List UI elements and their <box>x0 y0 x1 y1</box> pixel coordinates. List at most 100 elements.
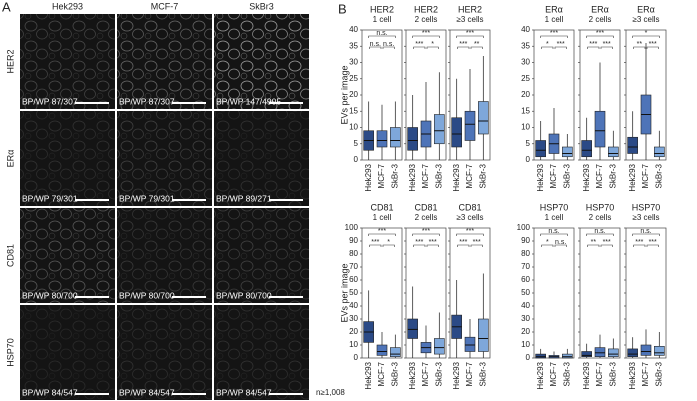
significance-bracket <box>554 244 567 247</box>
significance-label: *** <box>466 228 474 235</box>
x-tick-label: Hek293 <box>364 163 373 191</box>
y-tick-label: 0 <box>354 353 359 362</box>
box <box>390 127 401 148</box>
significance-bracket <box>540 233 568 236</box>
significance-bracket <box>646 46 659 49</box>
x-tick-label: MCF-7 <box>465 163 474 188</box>
significance-bracket <box>587 244 600 247</box>
x-tick-label: Hek293 <box>536 361 545 389</box>
significance-label: *** <box>473 239 481 246</box>
y-tick-label: 0 <box>526 155 531 164</box>
box <box>407 318 418 339</box>
y-tick-label: 35 <box>349 41 358 50</box>
significance-label: *** <box>596 30 604 37</box>
significance-bracket <box>369 46 382 49</box>
micrograph-texture <box>20 14 115 109</box>
x-tick-label: SkBr-3 <box>654 361 663 386</box>
y-tick-label: 50 <box>349 288 358 297</box>
significance-bracket <box>470 244 483 247</box>
chart-subtitle: 2 cells <box>589 15 612 24</box>
significance-bracket <box>426 46 439 49</box>
y-tick-label: 20 <box>349 327 358 336</box>
y-axis-label: EVs per image <box>339 263 349 322</box>
y-tick-label: 30 <box>349 58 358 67</box>
y-tick-label: 30 <box>349 314 358 323</box>
x-tick-label: SkBr-3 <box>478 163 487 188</box>
significance-bracket <box>413 46 426 49</box>
significance-label: *** <box>635 239 643 246</box>
chart-title: HSP70 <box>540 202 569 212</box>
x-tick-label: MCF-7 <box>377 163 386 188</box>
significance-label: n.s. <box>555 239 566 246</box>
chart-subtitle: 1 cell <box>545 213 564 222</box>
y-tick-label: 100 <box>517 223 531 232</box>
significance-label: *** <box>422 30 430 37</box>
x-tick-label: Hek293 <box>452 361 461 389</box>
image-label: BP/WP 84/547 <box>216 387 272 397</box>
chart-title: HSP70 <box>586 202 615 212</box>
significance-label: *** <box>371 239 379 246</box>
x-tick-label: SkBr-3 <box>562 361 571 386</box>
significance-bracket <box>633 46 646 49</box>
image-label: BP/WP 89/271 <box>216 193 272 203</box>
box <box>390 347 401 358</box>
row-label: HSP70 <box>5 338 15 367</box>
chart-title: CD81 <box>370 202 393 212</box>
y-tick-label: 40 <box>349 301 358 310</box>
significance-label: * <box>645 30 648 37</box>
significance-label: *** <box>603 41 611 48</box>
image-label: BP/WP 79/301 <box>22 193 78 203</box>
box <box>535 140 546 158</box>
significance-bracket <box>600 244 613 247</box>
significance-bracket <box>587 46 600 49</box>
box <box>535 353 546 359</box>
significance-label: n.s. <box>594 228 605 235</box>
significance-bracket <box>413 244 426 247</box>
box <box>478 101 489 135</box>
row-label: HER2 <box>5 49 15 73</box>
x-tick-label: MCF-7 <box>421 163 430 188</box>
panel-label: A <box>2 0 11 14</box>
x-tick-label: SkBr-3 <box>434 361 443 386</box>
significance-bracket <box>646 244 659 247</box>
significance-label: ** <box>474 41 480 48</box>
chart-subtitle: ≥3 cells <box>456 15 483 24</box>
significance-label: *** <box>550 30 558 37</box>
y-tick-label: 10 <box>521 340 530 349</box>
image-label: BP/WP 80/700 <box>22 290 78 300</box>
micrograph-texture <box>20 111 115 206</box>
significance-bracket <box>600 46 613 49</box>
box <box>581 140 592 158</box>
chart-title: ERα <box>545 4 563 14</box>
y-tick-label: 35 <box>521 41 530 50</box>
image-label: BP/WP 84/547 <box>22 387 78 397</box>
x-tick-label: MCF-7 <box>641 163 650 188</box>
y-tick-label: 40 <box>521 301 530 310</box>
micrograph-texture <box>117 14 212 109</box>
significance-label: *** <box>415 41 423 48</box>
y-tick-label: 40 <box>521 25 530 34</box>
image-label: BP/WP 87/307 <box>22 96 78 106</box>
chart-title: HER2 <box>370 4 394 14</box>
x-tick-label: MCF-7 <box>595 361 604 386</box>
box <box>464 336 476 352</box>
x-tick-label: SkBr-3 <box>608 163 617 188</box>
x-tick-label: MCF-7 <box>377 361 386 386</box>
chart-title: HSP70 <box>632 202 661 212</box>
significance-label: n.s. <box>376 30 387 37</box>
micrograph-texture <box>214 14 309 109</box>
chart-subtitle: 2 cells <box>589 213 612 222</box>
box <box>376 130 388 148</box>
box <box>654 146 665 158</box>
image-label: BP/WP 84/547 <box>119 387 175 397</box>
x-tick-label: Hek293 <box>408 361 417 389</box>
micrograph-texture <box>117 111 212 206</box>
box <box>407 127 418 151</box>
significance-label: ** <box>591 239 597 246</box>
y-tick-label: 60 <box>521 275 530 284</box>
y-tick-label: 70 <box>349 262 358 271</box>
chart-subtitle: 2 cells <box>415 15 438 24</box>
row-label: ERα <box>5 150 15 168</box>
